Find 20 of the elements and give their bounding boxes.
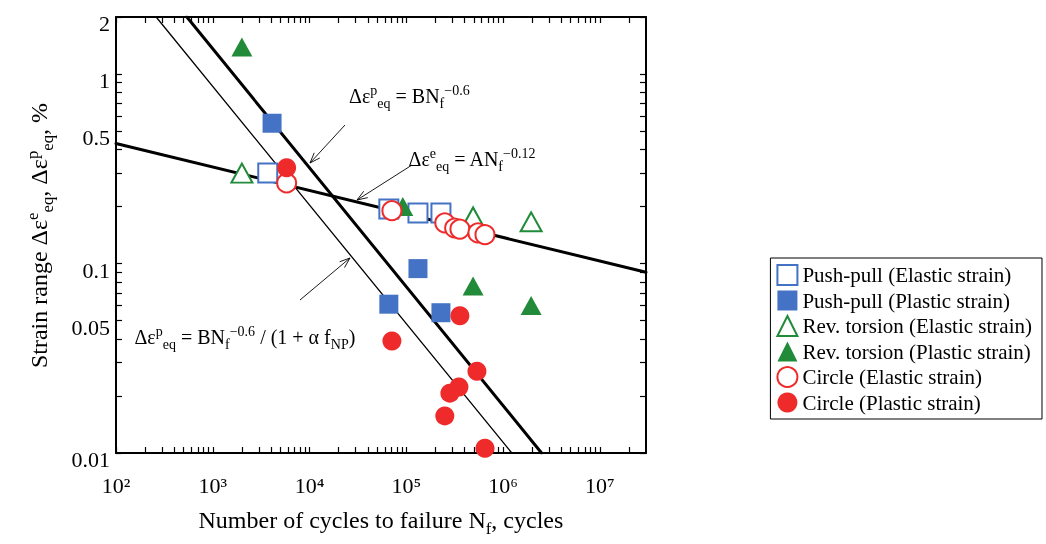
legend-label: Push-pull (Plastic strain) <box>802 288 1011 313</box>
legend-label: Circle (Elastic strain) <box>802 365 983 389</box>
x-tick-label: 10⁶ <box>488 472 518 498</box>
legend-label: Rev. torsion (Plastic strain) <box>802 339 1031 364</box>
x-tick-label: 10² <box>101 472 131 498</box>
y-tick-label: 0.5 <box>82 125 110 151</box>
x-tick-label: 10³ <box>198 472 228 498</box>
y-tick-label: 0.1 <box>82 257 110 283</box>
x-tick-label: 10⁷ <box>584 472 615 498</box>
y-tick-label: 1 <box>99 68 110 94</box>
x-tick-label: 10⁵ <box>391 472 422 498</box>
legend-label: Circle (Plastic strain) <box>802 390 981 415</box>
y-tick-label: 2 <box>99 11 110 37</box>
text: Δε$^{p}$$_{eq}$ = BN$_{f}$$^{−0.6}$ / (1 + α f$_{NP}$) <box>134 323 356 352</box>
y-tick-label: 0.05 <box>71 314 110 340</box>
y-tick-label: 0.01 <box>71 447 110 473</box>
x-tick-label: 10⁴ <box>294 472 325 498</box>
legend-label: Rev. torsion (Elastic strain) <box>802 314 1033 338</box>
x-axis-title: Number of cycles to failure N$_{f}$, cycles <box>198 505 564 539</box>
legend-label: Push-pull (Elastic strain) <box>802 263 1012 287</box>
